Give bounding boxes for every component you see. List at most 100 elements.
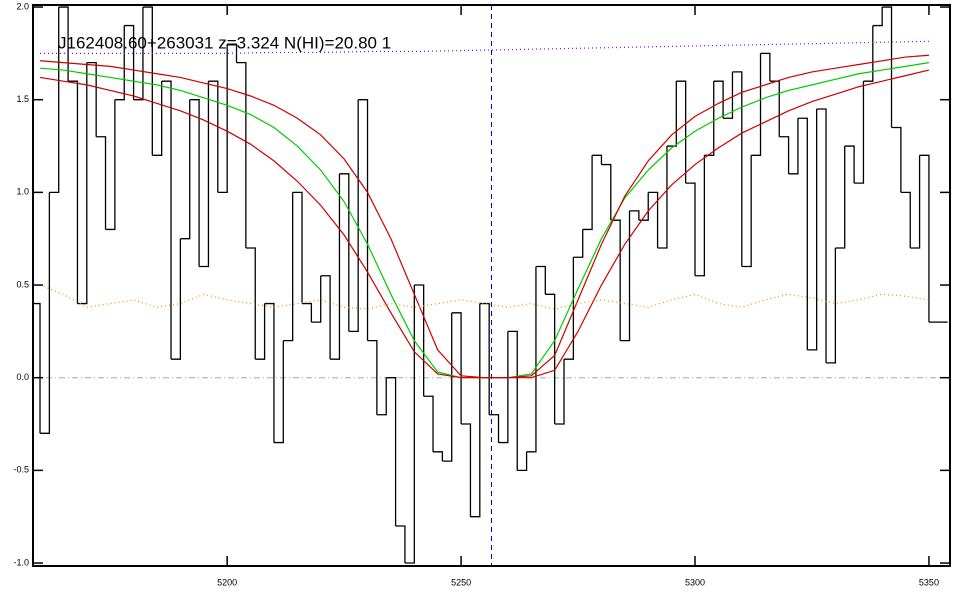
- x-tick-label: 5350: [919, 577, 939, 587]
- flux-step: [133, 7, 144, 101]
- flux-step: [535, 265, 546, 295]
- flux-step: [620, 210, 631, 342]
- flux-step: [676, 80, 687, 184]
- flux-step: [629, 210, 640, 221]
- flux-step: [807, 108, 818, 351]
- y-tick-label: -1.0: [13, 557, 29, 567]
- x-tick-label: 5250: [451, 577, 471, 587]
- flux-step: [489, 414, 500, 443]
- flux-step: [760, 52, 771, 82]
- plot-area: [33, 5, 950, 566]
- flux-step: [910, 155, 921, 249]
- flux-step: [854, 81, 865, 184]
- flux-step: [816, 108, 827, 363]
- flux-step: [395, 525, 406, 564]
- flux-step: [386, 377, 397, 526]
- dotted-curve: [40, 40, 929, 54]
- flux-step: [367, 339, 378, 415]
- flux-step: [180, 99, 191, 240]
- y-tick-label: 2.0: [16, 1, 29, 11]
- flux-step: [470, 303, 481, 518]
- flux-step: [339, 173, 350, 332]
- flux-step: [554, 359, 565, 425]
- flux-step: [826, 247, 837, 364]
- flux-step: [526, 266, 537, 453]
- flux-step: [891, 126, 902, 193]
- flux-step: [58, 6, 69, 82]
- flux-step: [872, 7, 883, 27]
- flux-step: [245, 247, 256, 360]
- flux-step: [264, 302, 275, 443]
- flux-step: [741, 155, 752, 268]
- flux-step: [114, 25, 125, 101]
- flux-step: [124, 24, 135, 100]
- flux-step: [601, 163, 612, 221]
- flux-step: [273, 340, 284, 444]
- chart-title: J162408.60+263031 z=3.324 N(HI)=20.80 1: [58, 33, 391, 52]
- flux-step: [507, 330, 518, 471]
- x-tick-label: 5200: [217, 577, 237, 587]
- flux-step: [882, 6, 893, 128]
- flux-step: [779, 136, 790, 174]
- y-tick-label: 0.0: [16, 372, 29, 382]
- flux-step: [732, 71, 743, 267]
- flux-step: [751, 53, 762, 156]
- flux-step: [171, 238, 182, 360]
- flux-step: [592, 154, 603, 165]
- flux-step: [348, 99, 359, 333]
- flux-step: [96, 136, 107, 230]
- flux-step: [666, 81, 677, 147]
- flux-step: [863, 25, 874, 82]
- flux-step: [227, 43, 238, 63]
- flux-step: [40, 192, 51, 434]
- flux-step: [713, 80, 724, 119]
- flux-step: [835, 146, 846, 249]
- model-curve: [39, 69, 930, 379]
- flux-step: [919, 154, 930, 323]
- flux-step: [161, 80, 172, 360]
- flux-step: [517, 451, 528, 472]
- flux-step: [461, 423, 472, 517]
- flux-step: [695, 155, 706, 277]
- flux-step: [255, 303, 266, 360]
- y-tick-label: 0.5: [16, 279, 29, 289]
- flux-step: [217, 44, 228, 194]
- y-tick-label: 1.5: [16, 94, 29, 104]
- flux-step: [152, 81, 163, 156]
- flux-step: [648, 191, 659, 248]
- flux-step: [451, 312, 462, 425]
- flux-step: [545, 293, 556, 425]
- y-tick-label: 1.0: [16, 187, 29, 197]
- flux-step: [68, 80, 79, 304]
- flux-step: [199, 81, 210, 268]
- flux-step: [311, 275, 322, 323]
- flux-step: [582, 155, 593, 231]
- flux-step: [769, 80, 780, 137]
- y-tick-label: -0.5: [13, 465, 29, 475]
- flux-step: [442, 312, 453, 462]
- flux-step: [142, 6, 153, 156]
- flux-step: [414, 284, 425, 397]
- flux-step: [330, 173, 341, 360]
- flux-step: [900, 191, 911, 248]
- flux-step: [404, 285, 415, 564]
- flux-step: [685, 182, 696, 276]
- flux-step: [610, 219, 621, 341]
- flux-step: [657, 146, 668, 249]
- flux-step: [358, 99, 369, 341]
- flux-step: [49, 7, 60, 194]
- flux-step: [320, 275, 331, 360]
- flux-step: [302, 302, 313, 323]
- flux-step: [564, 257, 575, 360]
- flux-step: [844, 145, 855, 184]
- flux-step: [573, 229, 584, 258]
- flux-step: [283, 192, 294, 342]
- flux-step: [292, 191, 303, 304]
- flux-step: [105, 99, 116, 231]
- flux-step: [208, 80, 219, 193]
- flux-step: [86, 61, 97, 137]
- flux-step: [423, 395, 434, 452]
- flux-step: [376, 377, 387, 416]
- flux-step: [189, 99, 200, 267]
